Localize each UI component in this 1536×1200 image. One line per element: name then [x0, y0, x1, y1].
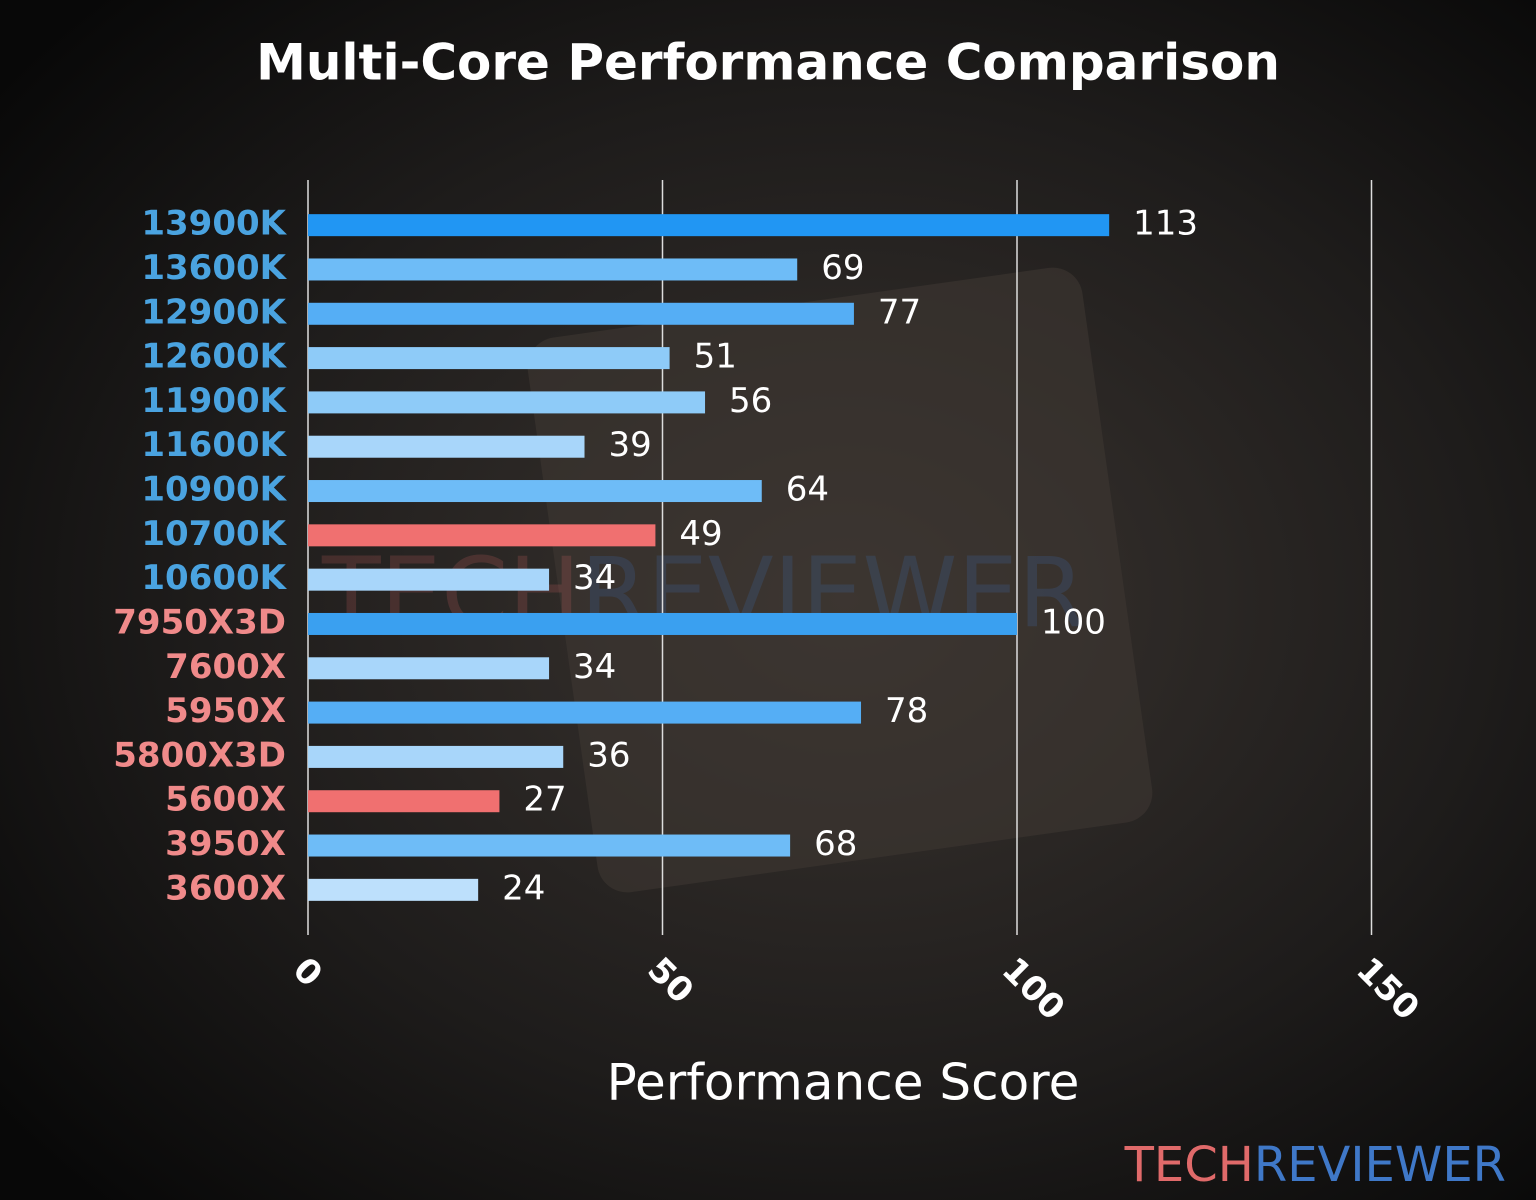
- y-tick-label: 7600X: [165, 647, 286, 687]
- watermark: TECHREVIEWER: [1124, 1137, 1506, 1193]
- y-tick-label: 10900K: [141, 470, 287, 510]
- y-tick-label: 3600X: [165, 868, 286, 908]
- value-label: 36: [587, 735, 630, 775]
- value-label: 68: [814, 824, 857, 864]
- watermark-part: REVIEWER: [1254, 1137, 1506, 1193]
- value-label: 34: [573, 558, 616, 598]
- bar: [308, 878, 479, 901]
- value-label: 39: [609, 425, 652, 465]
- value-label: 51: [694, 337, 737, 377]
- bar: [308, 480, 762, 503]
- bar: [308, 302, 854, 325]
- value-label: 24: [502, 868, 545, 908]
- bar: [308, 347, 670, 370]
- bar: [308, 568, 550, 591]
- bar: [308, 435, 585, 458]
- y-tick-label: 5950X: [165, 691, 286, 731]
- y-tick-label: 13600K: [141, 248, 287, 288]
- y-tick-label: 12900K: [141, 292, 287, 332]
- bar: [308, 214, 1110, 237]
- bar: [308, 612, 1017, 635]
- bar: [308, 834, 791, 857]
- value-label: 69: [821, 248, 864, 288]
- y-tick-label: 7950X3D: [113, 602, 286, 642]
- y-tick-label: 11900K: [141, 381, 287, 421]
- value-label: 56: [729, 381, 772, 421]
- value-label: 27: [523, 780, 566, 820]
- y-tick-label: 12600K: [141, 337, 287, 377]
- bar: [308, 745, 564, 768]
- bar: [308, 657, 550, 680]
- y-tick-label: 10600K: [141, 558, 287, 598]
- value-label: 49: [679, 514, 722, 554]
- chart-title: Multi-Core Performance Comparison: [256, 34, 1280, 92]
- y-tick-label: 5600X: [165, 780, 286, 820]
- x-axis-label: Performance Score: [607, 1054, 1080, 1112]
- bar: [308, 701, 862, 724]
- y-tick-label: 13900K: [141, 204, 287, 244]
- watermark-part: TECH: [1124, 1137, 1254, 1193]
- y-tick-label: 10700K: [141, 514, 287, 554]
- y-tick-label: 5800X3D: [113, 735, 286, 775]
- background-cpu: [527, 267, 1153, 893]
- value-label: 34: [573, 647, 616, 687]
- bar: [308, 391, 706, 414]
- bar: [308, 258, 798, 281]
- value-label: 113: [1133, 204, 1198, 244]
- value-label: 78: [885, 691, 928, 731]
- value-label: 100: [1041, 602, 1106, 642]
- bar: [308, 790, 500, 813]
- y-tick-label: 3950X: [165, 824, 286, 864]
- bar: [308, 524, 656, 547]
- value-label: 64: [786, 470, 829, 510]
- value-label: 77: [878, 292, 921, 332]
- y-tick-label: 11600K: [141, 425, 287, 465]
